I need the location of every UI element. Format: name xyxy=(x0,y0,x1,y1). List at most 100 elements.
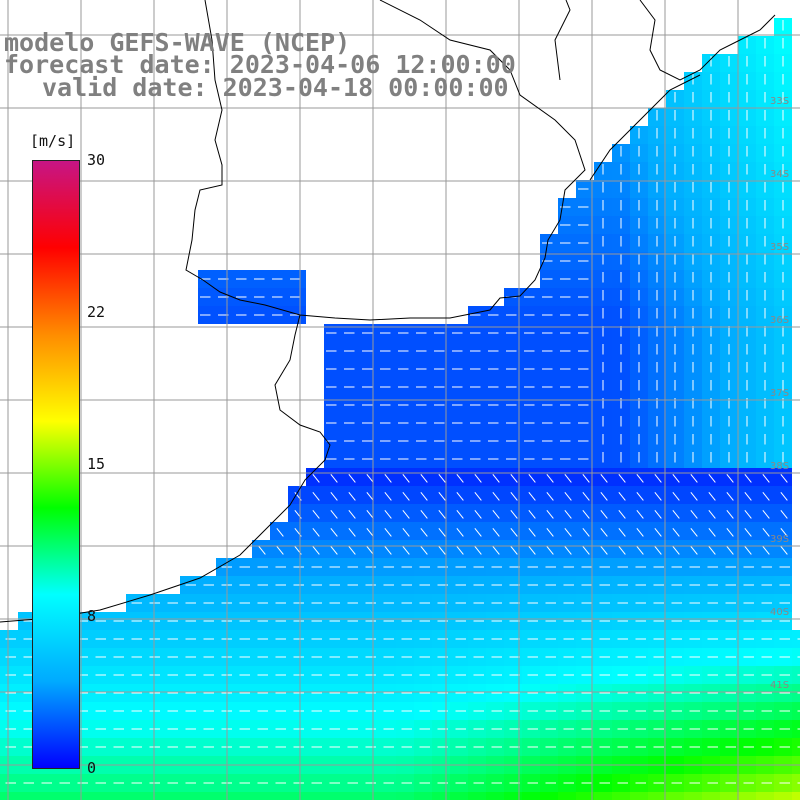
wind-arrow xyxy=(618,473,626,483)
wind-cell xyxy=(0,792,18,800)
wind-arrow xyxy=(492,545,500,555)
lat-label: 40S xyxy=(770,607,789,618)
wind-cell xyxy=(468,792,486,800)
wind-arrow xyxy=(762,473,770,483)
wind-arrow xyxy=(402,509,410,519)
wind-arrow xyxy=(456,509,464,519)
wind-arrow xyxy=(564,527,572,537)
wind-cell xyxy=(666,792,684,800)
wind-arrow xyxy=(672,491,680,501)
wind-cell xyxy=(432,792,450,800)
wind-arrow xyxy=(780,473,788,483)
wind-cell xyxy=(576,792,594,800)
wind-arrow xyxy=(762,509,770,519)
wind-arrow xyxy=(474,527,482,537)
model-title: modelo GEFS-WAVE (NCEP) xyxy=(4,28,351,57)
wind-cell xyxy=(684,792,702,800)
wind-arrow xyxy=(744,509,752,519)
wind-cell xyxy=(792,666,800,684)
wind-arrow xyxy=(348,491,356,501)
wind-cell xyxy=(558,792,576,800)
wind-cell xyxy=(648,792,666,800)
wind-arrow xyxy=(492,491,500,501)
wind-arrow xyxy=(528,509,536,519)
wind-arrow xyxy=(402,491,410,501)
wind-arrow xyxy=(456,491,464,501)
wind-arrow xyxy=(312,527,320,537)
wind-arrow xyxy=(690,545,698,555)
wind-arrow xyxy=(438,545,446,555)
wind-arrow xyxy=(330,491,338,501)
wind-arrow xyxy=(744,527,752,537)
wind-cell xyxy=(630,792,648,800)
wind-arrow xyxy=(330,509,338,519)
wind-arrow xyxy=(528,491,536,501)
wind-cell xyxy=(378,792,396,800)
wind-cell xyxy=(144,792,162,800)
lat-label: 36S xyxy=(770,315,789,326)
wind-arrow xyxy=(654,545,662,555)
wind-arrow xyxy=(672,473,680,483)
wind-arrow xyxy=(744,473,752,483)
wind-cell xyxy=(108,792,126,800)
wind-cell xyxy=(702,792,720,800)
wind-arrow xyxy=(564,473,572,483)
wind-arrow xyxy=(420,545,428,555)
wind-arrow xyxy=(546,527,554,537)
wind-cell xyxy=(288,792,306,800)
colorbar-unit: [m/s] xyxy=(30,132,76,150)
wind-arrow xyxy=(312,473,320,483)
wind-arrow xyxy=(366,527,374,537)
wind-arrow xyxy=(492,509,500,519)
wind-cell xyxy=(360,792,378,800)
wind-arrow xyxy=(330,527,338,537)
wind-arrow xyxy=(474,509,482,519)
wind-arrow xyxy=(636,545,644,555)
wind-arrow xyxy=(312,545,320,555)
wind-cell xyxy=(486,792,504,800)
wind-arrow xyxy=(492,473,500,483)
wind-arrow xyxy=(744,491,752,501)
wind-cell xyxy=(720,792,738,800)
wind-cell xyxy=(450,792,468,800)
wind-cell xyxy=(216,792,234,800)
wind-cell xyxy=(414,792,432,800)
wind-cell xyxy=(54,792,72,800)
lat-label: 33S xyxy=(770,96,789,107)
wind-arrow xyxy=(312,491,320,501)
wind-arrow xyxy=(330,545,338,555)
wind-arrow xyxy=(510,509,518,519)
wind-arrow xyxy=(456,473,464,483)
wind-cell xyxy=(162,792,180,800)
wind-arrow xyxy=(420,473,428,483)
wind-cell xyxy=(252,792,270,800)
wind-arrow xyxy=(438,527,446,537)
lat-label: 35S xyxy=(770,242,789,253)
wind-arrow xyxy=(348,527,356,537)
wind-arrow xyxy=(528,473,536,483)
wind-arrow xyxy=(780,509,788,519)
wind-cell xyxy=(594,792,612,800)
wind-cell xyxy=(792,738,800,756)
wind-arrow xyxy=(762,527,770,537)
wind-arrow xyxy=(528,545,536,555)
wind-arrow xyxy=(636,509,644,519)
wind-arrow xyxy=(474,491,482,501)
lat-label: 37S xyxy=(770,388,789,399)
wind-arrow xyxy=(672,527,680,537)
lat-label: 39S xyxy=(770,534,789,545)
wind-arrow xyxy=(546,509,554,519)
wind-arrow xyxy=(582,473,590,483)
lat-label: 38S xyxy=(770,461,789,472)
wind-cell xyxy=(792,702,800,720)
lat-label: 41S xyxy=(770,680,789,691)
wind-arrow xyxy=(582,509,590,519)
wind-arrow xyxy=(636,473,644,483)
wind-arrow xyxy=(384,545,392,555)
wind-arrow xyxy=(582,491,590,501)
wind-arrow xyxy=(582,545,590,555)
colorbar-tick-0: 0 xyxy=(87,759,97,777)
wind-arrow xyxy=(510,491,518,501)
wind-cell xyxy=(756,792,774,800)
wind-arrow xyxy=(708,527,716,537)
